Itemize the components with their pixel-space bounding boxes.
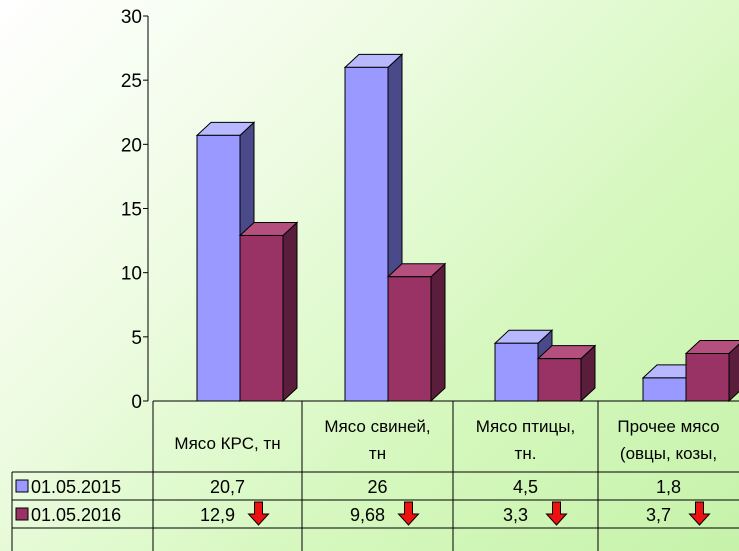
value-label: 26 bbox=[367, 477, 387, 497]
data-table: Мясо КРС, тн Мясо свиней, тн Мясо птицы, тн.… bbox=[11, 400, 739, 551]
bar bbox=[238, 221, 299, 403]
y-tick-label: 10 bbox=[121, 264, 142, 285]
bar-side bbox=[430, 262, 446, 403]
down-arrow-icon bbox=[247, 501, 270, 526]
bar-front bbox=[642, 377, 687, 402]
bar-front bbox=[344, 66, 389, 402]
value-label: 4,5 bbox=[513, 477, 538, 497]
bar-front bbox=[494, 342, 539, 402]
value-label: 3,3 bbox=[503, 505, 528, 525]
y-tick-label: 20 bbox=[121, 135, 142, 156]
bar bbox=[536, 344, 597, 403]
bars bbox=[195, 53, 739, 403]
bar-front bbox=[685, 353, 730, 402]
value-label: 1,8 bbox=[656, 477, 681, 497]
y-tick-label: 0 bbox=[131, 392, 142, 413]
category-label: Мясо КРС, тн bbox=[174, 434, 280, 453]
value-label: 3,7 bbox=[646, 505, 671, 525]
bar bbox=[493, 329, 554, 403]
bar-top bbox=[684, 340, 739, 355]
category-label: тн bbox=[369, 444, 386, 463]
bar-side bbox=[282, 221, 298, 403]
y-tick-label: 25 bbox=[121, 71, 142, 92]
value-label: 9,68 bbox=[350, 505, 385, 525]
bar bbox=[386, 262, 447, 403]
y-tick-label: 30 bbox=[121, 7, 142, 28]
down-arrow-icon bbox=[688, 501, 711, 526]
bar-front bbox=[537, 358, 582, 402]
y-tick-label: 15 bbox=[121, 200, 142, 221]
category-label: Мясо птицы, bbox=[476, 417, 575, 436]
category-label: Мясо свиней, bbox=[324, 417, 430, 436]
legend-swatch bbox=[15, 479, 29, 493]
down-arrow-icon bbox=[397, 501, 420, 526]
category-label: Прочее мясо bbox=[617, 417, 719, 436]
y-tick-label: 5 bbox=[131, 328, 142, 349]
y-axis: 0 5 10 15 20 25 30 bbox=[121, 7, 149, 413]
legend-swatch bbox=[15, 507, 29, 521]
category-label: тн. bbox=[515, 444, 537, 463]
bar-front bbox=[387, 276, 432, 402]
down-arrow-icon bbox=[545, 501, 568, 526]
legend-label: 01.05.2015 bbox=[31, 477, 121, 497]
bar bbox=[684, 340, 739, 403]
value-label: 12,9 bbox=[200, 505, 235, 525]
category-label: (овцы, козы, bbox=[620, 444, 717, 463]
bar-front bbox=[196, 134, 241, 402]
value-label: 20,7 bbox=[210, 477, 245, 497]
legend-label: 01.05.2016 bbox=[31, 505, 121, 525]
bar-front bbox=[239, 234, 284, 402]
